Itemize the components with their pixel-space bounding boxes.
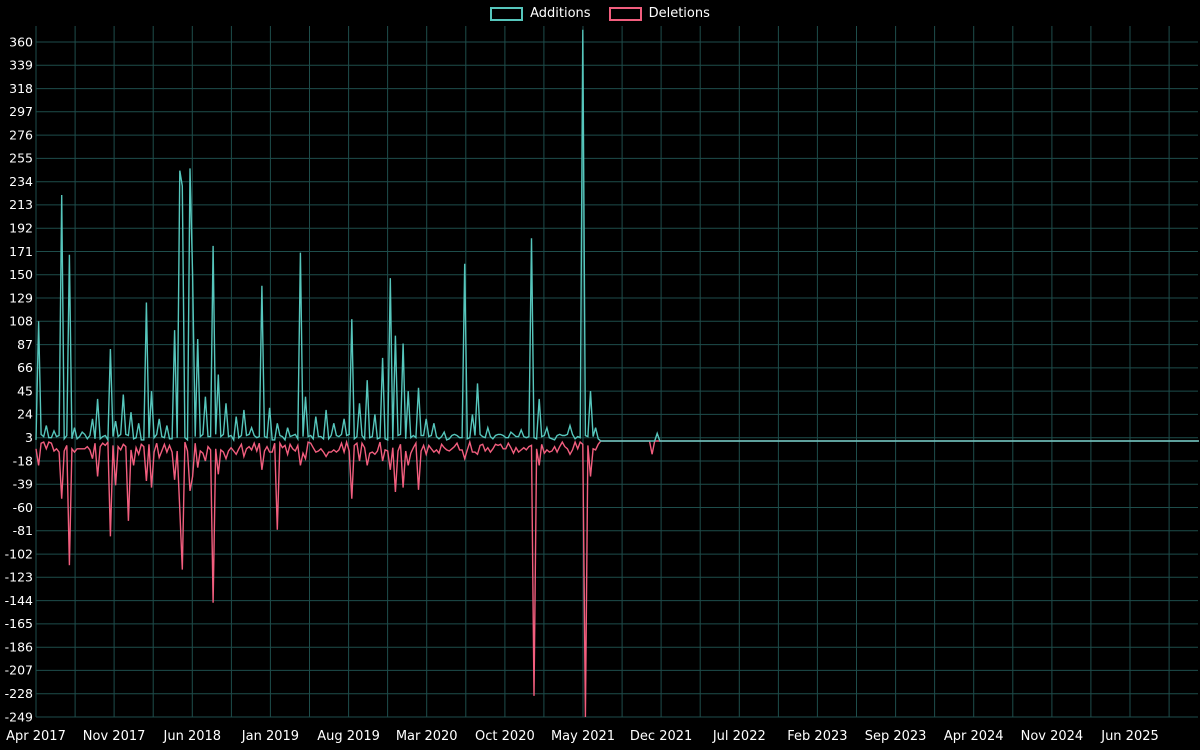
- svg-text:Aug 2019: Aug 2019: [317, 729, 380, 744]
- svg-text:108: 108: [9, 314, 33, 329]
- grid: [35, 26, 1198, 718]
- svg-text:Feb 2023: Feb 2023: [787, 729, 847, 744]
- x-axis-labels: Apr 2017 Nov 2017 Jun 2018 Jan 2019 Aug 2019…: [6, 729, 1159, 744]
- legend-item-additions[interactable]: Additions: [490, 6, 591, 21]
- svg-text:-39: -39: [13, 477, 33, 492]
- legend: Additions Deletions: [0, 6, 1200, 21]
- svg-text:-18: -18: [13, 453, 33, 468]
- svg-text:213: 213: [9, 197, 33, 212]
- svg-text:Apr 2024: Apr 2024: [944, 729, 1004, 744]
- svg-text:Apr 2017: Apr 2017: [6, 729, 66, 744]
- svg-text:Nov 2017: Nov 2017: [83, 729, 146, 744]
- svg-text:-228: -228: [5, 686, 33, 701]
- svg-text:May 2021: May 2021: [551, 729, 615, 744]
- svg-text:339: 339: [9, 58, 33, 73]
- svg-text:276: 276: [9, 127, 33, 142]
- svg-text:192: 192: [9, 221, 33, 236]
- svg-text:Nov 2024: Nov 2024: [1021, 729, 1084, 744]
- svg-text:45: 45: [17, 383, 33, 398]
- svg-text:-144: -144: [5, 593, 33, 608]
- svg-text:297: 297: [9, 104, 33, 119]
- svg-text:Oct 2020: Oct 2020: [475, 729, 535, 744]
- legend-label-additions: Additions: [530, 6, 591, 21]
- svg-text:-102: -102: [5, 546, 33, 561]
- svg-text:-207: -207: [5, 663, 33, 678]
- svg-text:Jan 2019: Jan 2019: [241, 729, 299, 744]
- svg-text:-249: -249: [5, 709, 33, 724]
- svg-text:360: 360: [9, 34, 33, 49]
- svg-text:-60: -60: [13, 500, 33, 515]
- svg-text:Dec 2021: Dec 2021: [630, 729, 692, 744]
- additions-swatch-icon: [490, 6, 524, 21]
- svg-text:Jul 2022: Jul 2022: [712, 729, 766, 744]
- y-axis-labels: 360 339 318 297 276 255 234 213 192 171 150 129 108 8…: [5, 34, 33, 724]
- svg-text:129: 129: [9, 290, 33, 305]
- svg-text:-186: -186: [5, 640, 33, 655]
- svg-text:Jun 2025: Jun 2025: [1100, 729, 1159, 744]
- svg-text:-123: -123: [5, 570, 33, 585]
- svg-text:3: 3: [25, 430, 33, 445]
- svg-text:Jun 2018: Jun 2018: [163, 729, 222, 744]
- svg-text:255: 255: [9, 151, 33, 166]
- series-line-deletions: [35, 439, 1199, 718]
- legend-item-deletions[interactable]: Deletions: [608, 6, 710, 21]
- legend-label-deletions: Deletions: [648, 6, 710, 21]
- svg-text:-81: -81: [13, 523, 33, 538]
- svg-text:Sep 2023: Sep 2023: [865, 729, 927, 744]
- deletions-swatch-icon: [608, 6, 642, 21]
- series-line-additions: [35, 29, 1199, 443]
- svg-text:24: 24: [17, 407, 33, 422]
- svg-text:-165: -165: [5, 616, 33, 631]
- svg-text:66: 66: [17, 360, 33, 375]
- svg-text:Mar 2020: Mar 2020: [396, 729, 458, 744]
- svg-text:318: 318: [9, 81, 33, 96]
- svg-text:150: 150: [9, 267, 33, 282]
- svg-text:87: 87: [17, 337, 33, 352]
- svg-text:171: 171: [9, 244, 33, 259]
- svg-text:234: 234: [9, 174, 33, 189]
